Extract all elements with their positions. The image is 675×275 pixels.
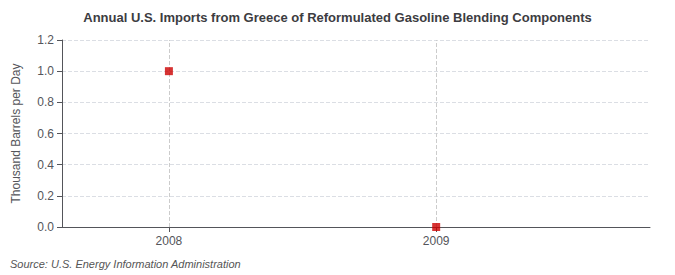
svg-text:Thousand Barrels per Day: Thousand Barrels per Day (9, 63, 23, 203)
svg-text:Source: U.S. Energy Informatio: Source: U.S. Energy Information Administ… (10, 258, 241, 270)
svg-text:1.0: 1.0 (37, 64, 54, 78)
svg-text:2008: 2008 (156, 234, 183, 248)
svg-text:0.4: 0.4 (37, 158, 54, 172)
svg-text:1.2: 1.2 (37, 33, 54, 47)
svg-text:0.6: 0.6 (37, 127, 54, 141)
svg-text:Annual U.S. Imports from Greec: Annual U.S. Imports from Greece of Refor… (83, 10, 592, 25)
svg-text:0.2: 0.2 (37, 189, 54, 203)
svg-text:0.0: 0.0 (37, 220, 54, 234)
svg-text:0.8: 0.8 (37, 95, 54, 109)
svg-text:2009: 2009 (423, 234, 450, 248)
